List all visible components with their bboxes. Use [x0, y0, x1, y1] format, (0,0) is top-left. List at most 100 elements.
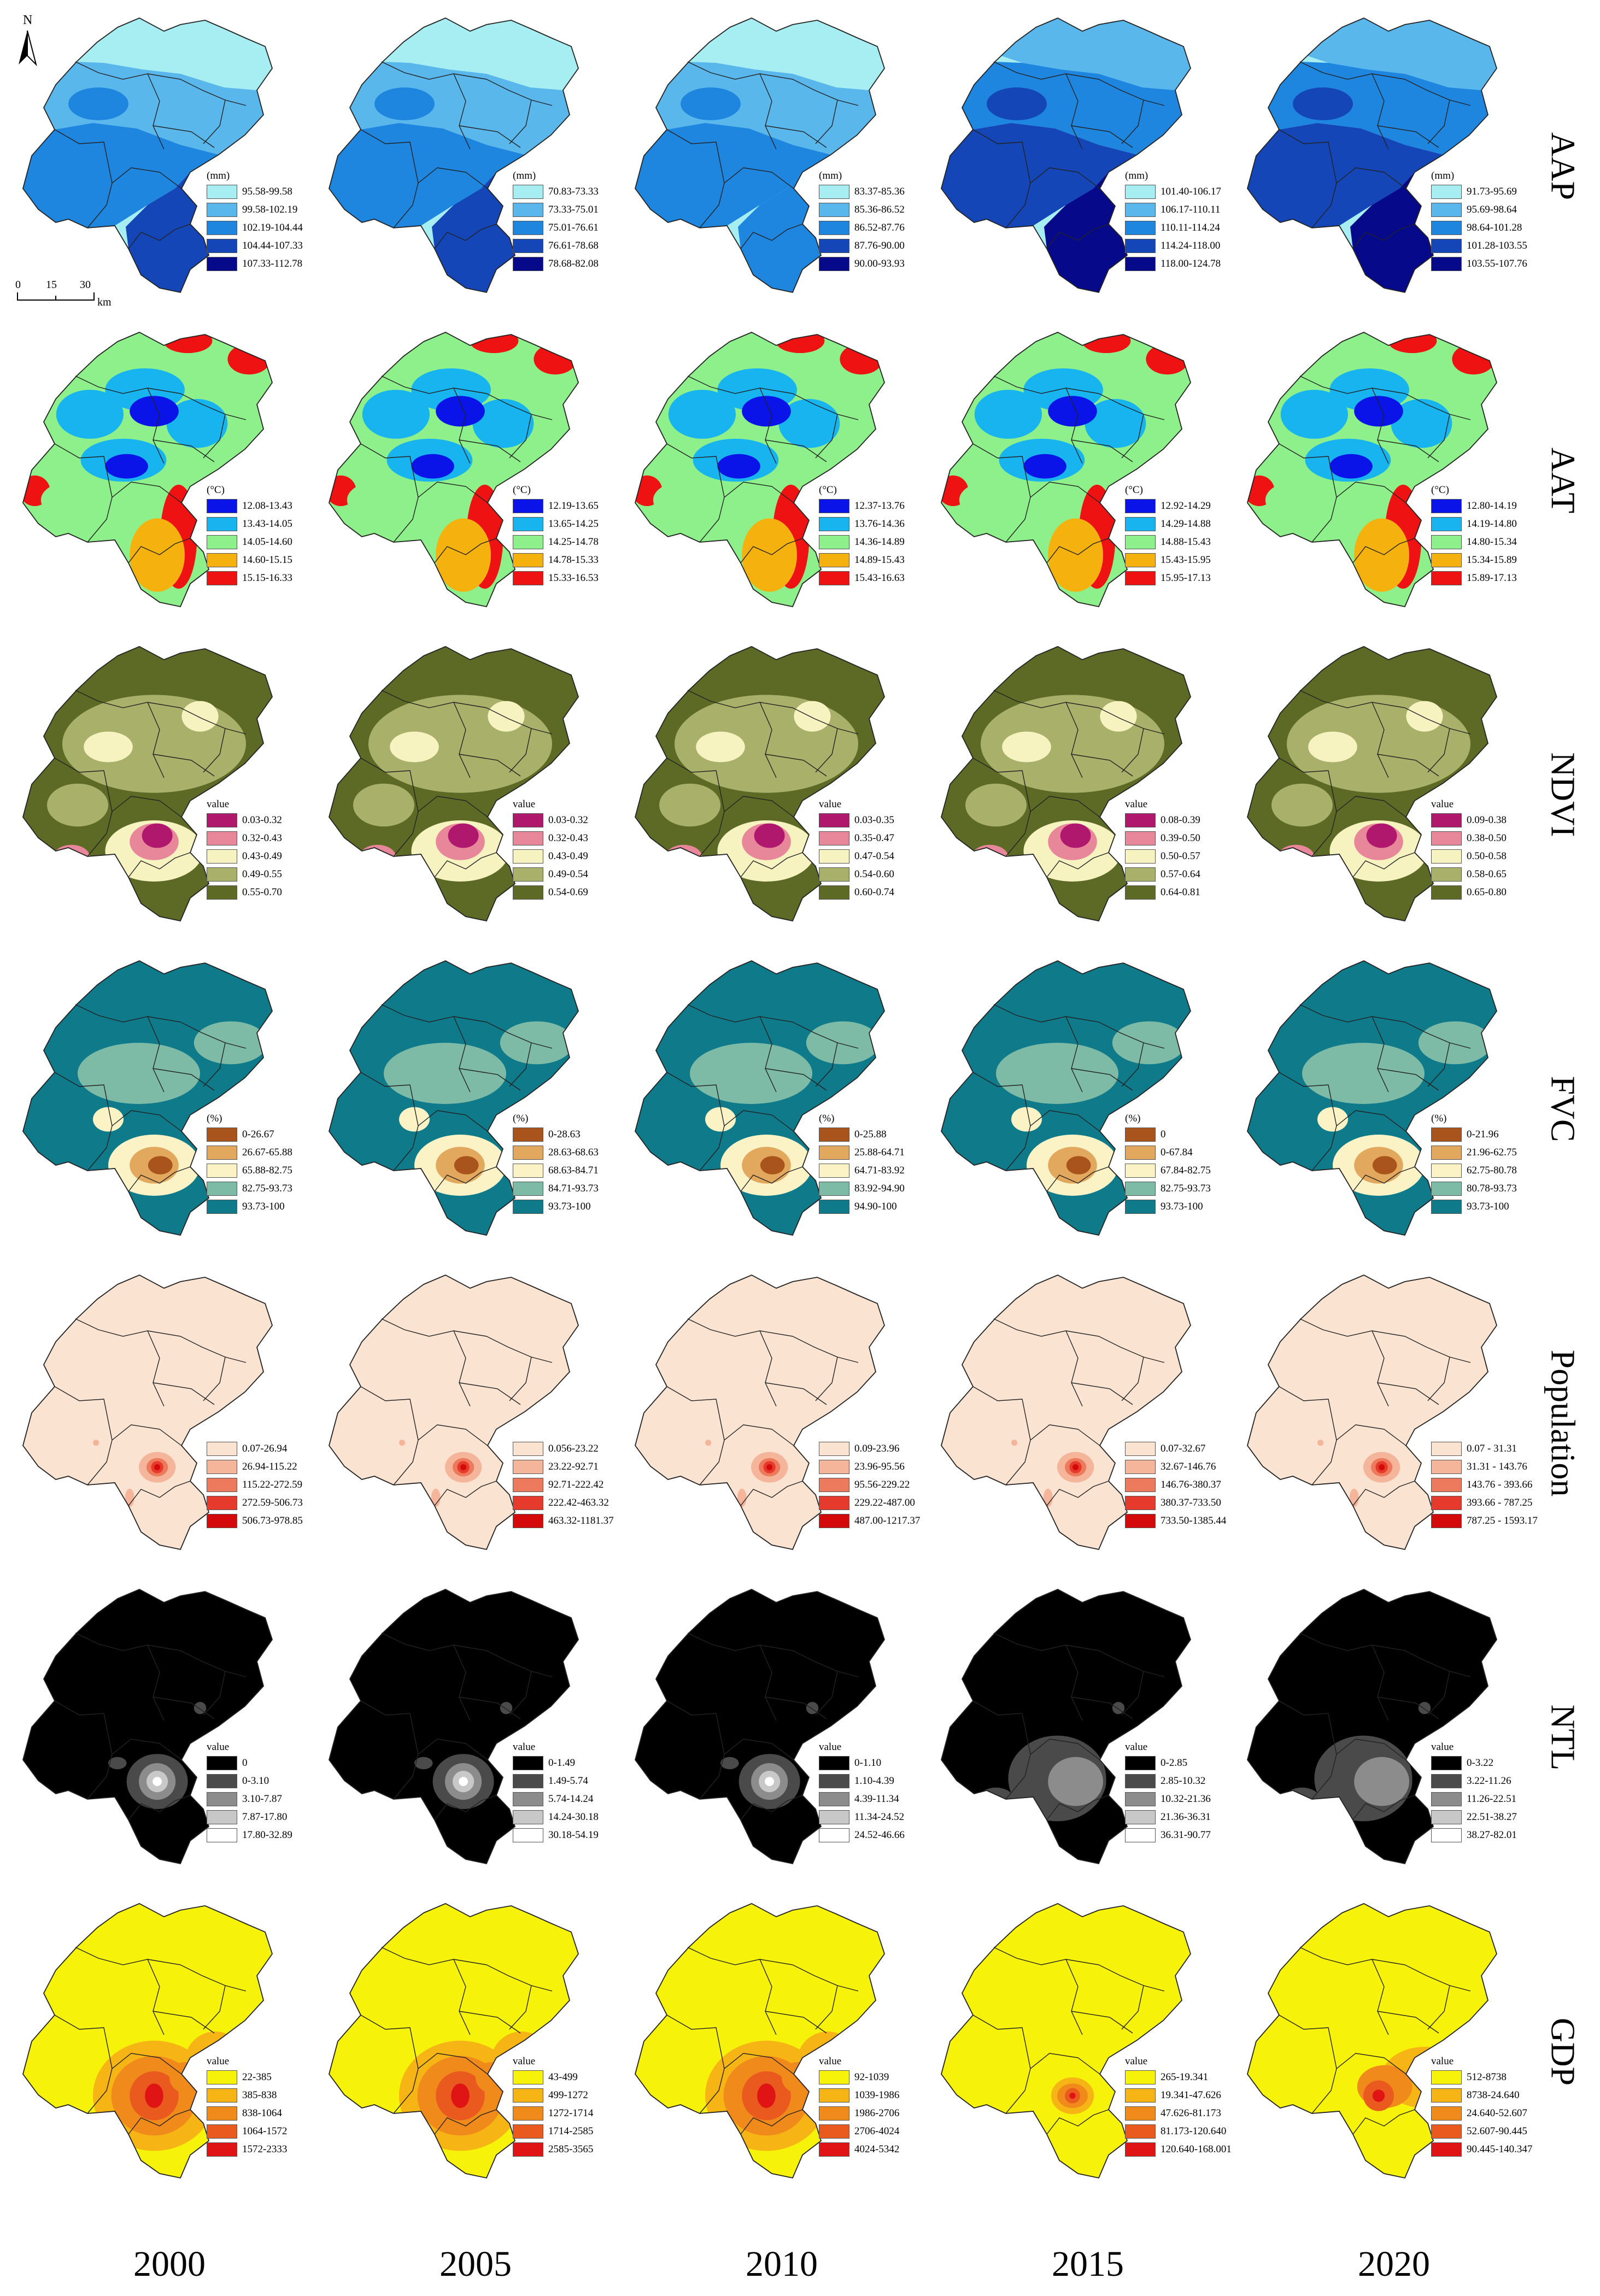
legend-unit: value [1431, 2056, 1454, 2067]
map-outline [329, 332, 579, 608]
map-outline [329, 960, 579, 1236]
legend: value 0.09-0.38 0.38-0.50 0.50-0.58 0.58-0.6… [1431, 798, 1546, 901]
legend-item: 28.63-68.63 [513, 1143, 628, 1161]
legend-swatch [207, 1199, 237, 1214]
map-base [329, 1589, 578, 1864]
legend-swatch [819, 1774, 849, 1788]
map-canvas [329, 1589, 579, 1865]
legend-label: 118.00-124.78 [1161, 257, 1221, 269]
map-patch [371, 854, 396, 873]
legend-item: 91.73-95.69 [1431, 183, 1546, 201]
map-patch [742, 396, 791, 427]
map-zone [1268, 62, 1488, 155]
legend-swatch [819, 2070, 849, 2084]
county-boundary [666, 1386, 725, 1441]
county-boundary [509, 728, 532, 773]
county-boundary [381, 690, 553, 735]
legend: value 0.03-0.35 0.35-0.47 0.47-0.54 0.54-0.6… [819, 798, 934, 901]
map-panel-fvc-2010: (%) 0-25.88 25.88-64.71 64.71-83.92 83.92-94… [629, 951, 935, 1267]
legend-swatch [1125, 553, 1156, 567]
legend-swatch [207, 2124, 237, 2139]
legend-label: 76.61-78.68 [548, 239, 599, 251]
legend-label: 15.95-17.13 [1161, 572, 1211, 584]
legend-label: 15.15-16.33 [242, 572, 292, 584]
legend-swatch [1125, 1127, 1156, 1142]
legend: value 512-8738 8738-24.640 24.640-52.607 52.… [1431, 2055, 1546, 2158]
map-outline [1247, 332, 1497, 608]
legend-item: 0-1.10 [819, 1754, 934, 1772]
county-boundary [153, 2011, 215, 2034]
legend-swatch [1125, 867, 1156, 882]
legend-label: 380.37-733.50 [1161, 1496, 1221, 1508]
legend-item: 265-19.341 [1125, 2068, 1240, 2086]
county-boundary [1377, 1382, 1439, 1405]
map-outline [1247, 1275, 1497, 1551]
legend-swatch [1431, 867, 1462, 882]
legend-item: 73.33-75.01 [513, 201, 628, 219]
legend-item: 93.73-100 [207, 1197, 321, 1215]
county-boundary [75, 375, 247, 420]
legend-item: 0.60-0.74 [819, 883, 934, 901]
row-label: AAP [1531, 8, 1596, 324]
county-boundary [434, 1166, 497, 1192]
row-label-text: AAP [1544, 132, 1581, 201]
map-patch [659, 783, 720, 827]
legend-label: 0.35-0.47 [854, 832, 894, 844]
legend-label: 62.75-80.78 [1467, 1164, 1517, 1176]
map-zone [385, 18, 578, 90]
legend-swatch [513, 1495, 543, 1510]
legend-item: 499-1272 [513, 2086, 628, 2104]
legend-item: 0.54-0.69 [513, 883, 628, 901]
legend-item: 0.03-0.35 [819, 811, 934, 829]
legend-label: 115.22-272.59 [242, 1478, 303, 1490]
legend-label: 70.83-73.33 [548, 185, 599, 197]
county-boundary [972, 757, 1031, 812]
legend-label: 1.10-4.39 [854, 1775, 894, 1787]
county-boundary [1372, 1016, 1389, 1093]
county-boundary [765, 754, 827, 777]
map-panel-aap-2020: (mm) 91.73-95.69 95.69-98.64 98.64-101.28 10… [1241, 8, 1547, 324]
legend-item: 83.37-85.36 [819, 183, 934, 201]
legend-item: 43-499 [513, 2068, 628, 2086]
county-boundary [360, 129, 419, 184]
legend-swatch [1125, 1774, 1156, 1788]
county-boundary [765, 439, 827, 462]
county-boundary [1121, 1985, 1144, 2030]
map-outline [1247, 17, 1497, 293]
map-patch [105, 454, 148, 479]
map-patch [1048, 518, 1103, 592]
county-boundary [1427, 1671, 1450, 1716]
map-patch [717, 454, 760, 479]
legend-unit: value [1125, 1741, 1148, 1753]
legend-label: 265-19.341 [1161, 2071, 1209, 2083]
legend-unit: (°C) [1431, 484, 1449, 496]
legend-label: 38.27-82.01 [1467, 1829, 1517, 1841]
county-boundary [381, 375, 553, 420]
county-boundary [815, 1671, 838, 1716]
legend-label: 82.75-93.73 [242, 1182, 292, 1194]
county-boundary [1377, 2011, 1439, 2034]
county-boundary [153, 1696, 215, 1719]
legend: (°C) 12.08-13.43 13.43-14.05 14.05-14.60 14.… [207, 484, 321, 587]
legend-item: 14.88-15.43 [1125, 533, 1240, 551]
map-base [329, 1275, 578, 1549]
legend: (%) 0-28.63 28.63-68.63 68.63-84.71 84.71-93… [513, 1112, 628, 1215]
legend-swatch [513, 202, 543, 217]
county-boundary [759, 702, 777, 778]
county-boundary [1372, 702, 1389, 778]
legend-label: 0-3.10 [242, 1775, 269, 1787]
county-boundary [1005, 2053, 1100, 2114]
county-boundary [972, 1072, 1031, 1126]
map-canvas [1247, 1903, 1497, 2179]
county-boundary [1046, 538, 1109, 563]
legend-label: 17.80-32.89 [242, 1829, 292, 1841]
legend-item: 75.01-76.61 [513, 219, 628, 237]
map-canvas [941, 1903, 1191, 2179]
legend-item: 26.94-115.22 [207, 1458, 321, 1476]
legend-item: 87.76-90.00 [819, 237, 934, 255]
legend-label: 82.75-93.73 [1161, 1182, 1211, 1194]
legend-item: 13.76-14.36 [819, 515, 934, 533]
map-outline [22, 1589, 273, 1865]
county-boundary [815, 1985, 838, 2030]
county-boundary [815, 1042, 838, 1087]
